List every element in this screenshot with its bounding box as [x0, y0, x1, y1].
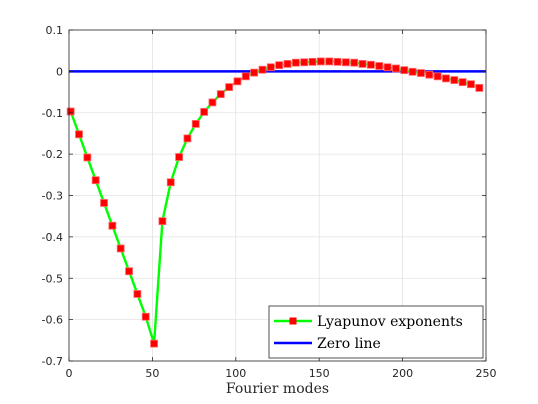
x-tick-label: 250	[476, 367, 497, 380]
y-tick-label: -0.3	[42, 190, 63, 203]
lyapunov-point	[383, 63, 392, 72]
x-tick-label: 0	[66, 367, 73, 380]
lyapunov-point	[450, 76, 459, 84]
lyapunov-point	[66, 107, 75, 116]
lyapunov-point	[208, 98, 217, 107]
x-tick-label: 200	[392, 367, 413, 380]
lyapunov-point	[266, 63, 275, 72]
lyapunov-point	[350, 58, 359, 67]
y-tick-label: -0.6	[42, 314, 63, 327]
lyapunov-point	[433, 72, 442, 81]
x-axis-title: Fourier modes	[226, 381, 329, 397]
lyapunov-point	[116, 244, 125, 253]
y-tick-label: -0.7	[42, 355, 63, 368]
lyapunov-point	[233, 77, 242, 86]
lyapunov-point	[141, 312, 150, 321]
lyapunov-point	[75, 130, 83, 139]
x-tick-label: 100	[225, 367, 246, 380]
legend-marker-lyapunov	[289, 317, 297, 325]
lyapunov-point	[475, 84, 484, 92]
y-tick-label: 0	[56, 65, 63, 78]
lyapunov-point	[442, 74, 450, 83]
lyapunov-point	[333, 57, 342, 66]
lyapunov-point	[367, 60, 375, 69]
y-tick-label: -0.2	[42, 148, 63, 161]
x-tick-label: 50	[145, 367, 159, 380]
lyapunov-point	[125, 267, 133, 276]
legend-box	[268, 305, 484, 359]
legend-label-lyapunov: Lyapunov exponents	[317, 314, 463, 330]
lyapunov-point	[158, 217, 167, 226]
legend: Lyapunov exponents Zero line	[268, 305, 484, 359]
y-tick-label: -0.1	[42, 107, 63, 120]
lyapunov-point	[358, 60, 367, 68]
y-tick-label: -0.5	[42, 272, 63, 285]
lyapunov-point	[283, 60, 292, 68]
lyapunov-point	[291, 58, 300, 67]
lyapunov-point	[200, 108, 209, 116]
lyapunov-point	[191, 120, 200, 128]
lyapunov-point	[425, 70, 434, 79]
lyapunov-point	[100, 199, 108, 207]
axis-ticks: 0 50 100 150 200 250 0.1 0 -0.1 -0.2 -0.3 -0.4 -0.5 -…	[42, 24, 497, 380]
lyapunov-point	[83, 153, 92, 162]
lyapunov-point	[467, 80, 475, 89]
lyapunov-point	[91, 176, 100, 185]
lyapunov-point	[258, 65, 267, 74]
lyapunov-point	[250, 68, 259, 77]
lyapunov-point	[392, 64, 400, 73]
lyapunov-point	[400, 66, 409, 75]
lyapunov-point	[133, 290, 142, 298]
lyapunov-point	[408, 67, 417, 76]
lyapunov-point	[375, 62, 384, 70]
lyapunov-point	[417, 69, 425, 77]
lyapunov-point	[316, 57, 325, 66]
lyapunov-point	[166, 178, 175, 187]
lyapunov-point	[175, 153, 183, 161]
lyapunov-point	[458, 78, 467, 87]
y-tick-label: -0.4	[42, 231, 63, 244]
lyapunov-point	[341, 58, 350, 67]
lyapunov-point	[216, 90, 225, 99]
lyapunov-point	[300, 58, 309, 67]
lyapunov-point	[275, 61, 284, 70]
lyapunov-line	[69, 60, 480, 345]
lyapunov-point	[183, 134, 192, 143]
lyapunov-point	[241, 72, 250, 81]
lyapunov-point	[308, 57, 317, 66]
lyapunov-point	[150, 339, 158, 348]
lyapunov-point	[108, 221, 117, 230]
legend-label-zero: Zero line	[317, 336, 381, 352]
lyapunov-point	[325, 57, 334, 66]
y-tick-label: 0.1	[46, 24, 64, 37]
x-tick-label: 150	[309, 367, 330, 380]
lyapunov-series	[66, 57, 484, 348]
lyapunov-point	[225, 83, 234, 91]
